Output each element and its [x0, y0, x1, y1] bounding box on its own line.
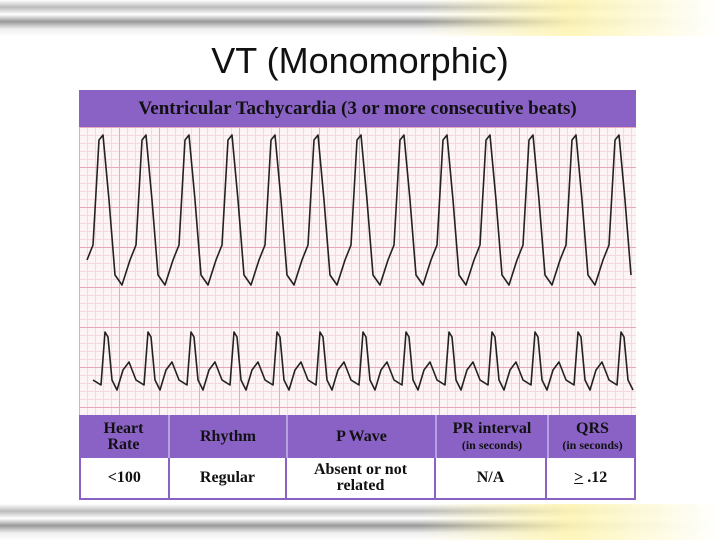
value-cell: <100 [81, 458, 170, 498]
header-label: PR interval [452, 419, 532, 437]
value: Absent or not related [313, 461, 408, 494]
ecg-strip [79, 127, 636, 415]
header-cell: Heart Rate [79, 415, 170, 458]
value: Regular [199, 469, 256, 486]
top-decor [0, 0, 720, 36]
header-cell: P Wave [288, 415, 437, 458]
header-sub: (in seconds) [461, 437, 523, 452]
slide-title: VT (Monomorphic) [211, 40, 509, 81]
header-label: Rhythm [199, 427, 256, 445]
header-label: P Wave [336, 427, 387, 445]
glow [420, 0, 720, 36]
value-cell: Regular [170, 458, 288, 498]
header-cell: PR interval (in seconds) [437, 415, 549, 458]
glow [420, 504, 720, 540]
header-label: QRS [576, 419, 609, 437]
header-sub: (in seconds) [562, 437, 623, 452]
ecg-trace [86, 134, 634, 391]
ecg-lead [86, 134, 632, 286]
value-cell: > .12 [547, 458, 634, 498]
value-cell: N/A [436, 458, 548, 498]
banner: Ventricular Tachycardia (3 or more conse… [79, 90, 636, 127]
value: N/A [476, 469, 505, 486]
bottom-decor [0, 504, 720, 540]
header-label: Heart Rate [103, 419, 144, 453]
ecg-figure: Ventricular Tachycardia (3 or more conse… [79, 90, 636, 500]
ecg-lead [92, 331, 634, 391]
value-cell: Absent or not related [287, 458, 436, 498]
value-symbol: > [574, 469, 584, 486]
table-header: Heart Rate Rhythm P Wave PR interval (in … [79, 415, 636, 458]
value: <100 [107, 469, 141, 486]
value: .12 [587, 469, 608, 486]
table-row: <100 Regular Absent or not related N/A >… [79, 458, 636, 500]
header-cell: Rhythm [170, 415, 288, 458]
header-cell: QRS (in seconds) [549, 415, 636, 458]
